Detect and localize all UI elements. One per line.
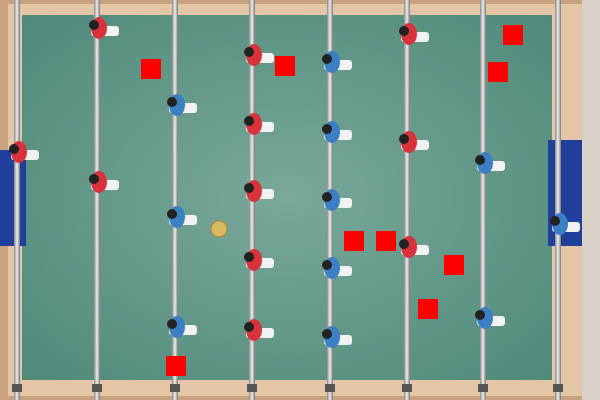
right-edge [582, 0, 600, 400]
player-head [244, 252, 254, 262]
player-head [9, 144, 19, 154]
red-marker [376, 231, 396, 251]
rod [94, 0, 100, 400]
rod-end [402, 384, 412, 392]
rod-end [170, 384, 180, 392]
rod-end [553, 384, 563, 392]
red-marker [418, 299, 438, 319]
player-head [89, 20, 99, 30]
players [9, 17, 580, 348]
red-marker [166, 356, 186, 376]
player-head [322, 54, 332, 64]
rod-end [478, 384, 488, 392]
player-head [167, 209, 177, 219]
player-head [322, 329, 332, 339]
red-marker [503, 25, 523, 45]
player-head [89, 174, 99, 184]
rod [172, 0, 178, 400]
player-head [167, 319, 177, 329]
player-head [475, 155, 485, 165]
player-head [244, 322, 254, 332]
player-head [399, 26, 409, 36]
rod-end [12, 384, 22, 392]
red-marker [275, 56, 295, 76]
player-head [322, 124, 332, 134]
red-marker [444, 255, 464, 275]
player-head [322, 260, 332, 270]
player-head [475, 310, 485, 320]
red-marker [141, 59, 161, 79]
player-head [244, 116, 254, 126]
player-head [244, 47, 254, 57]
left-goal [0, 150, 26, 246]
ball [210, 220, 228, 238]
rod-end [325, 384, 335, 392]
red-marker [344, 231, 364, 251]
player-head [167, 97, 177, 107]
rod-end [92, 384, 102, 392]
player-head [244, 183, 254, 193]
rod [404, 0, 410, 400]
markers [141, 25, 523, 376]
player-head [550, 216, 560, 226]
player-head [399, 239, 409, 249]
rod [555, 0, 561, 400]
rod [14, 0, 20, 400]
player-head [399, 134, 409, 144]
player-head [322, 192, 332, 202]
rod-end [247, 384, 257, 392]
red-marker [488, 62, 508, 82]
rod [480, 0, 486, 400]
